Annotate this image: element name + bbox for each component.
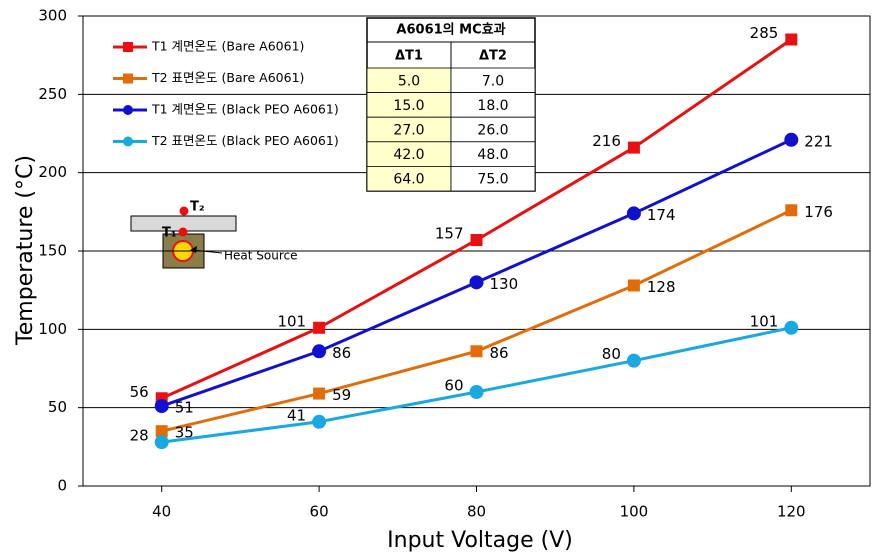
table-cell: 48.0 [477, 147, 508, 163]
data-label: 60 [444, 377, 463, 395]
data-point [627, 279, 640, 292]
table-cell-bg [450, 67, 536, 94]
x-axis-title: Input Voltage (V) [387, 528, 573, 553]
data-label: 41 [287, 406, 306, 424]
y-tick-label: 150 [38, 242, 67, 260]
data-point [785, 204, 798, 217]
data-point [626, 353, 641, 368]
data-label: 216 [592, 132, 621, 150]
heat-source-label: Heat Source [224, 249, 298, 263]
data-point [784, 132, 799, 147]
table-header: ΔT1 [395, 49, 423, 64]
table-cell: 42.0 [393, 147, 424, 163]
data-point [155, 425, 168, 438]
y-tick-label: 100 [38, 320, 67, 338]
legend-marker [123, 105, 133, 115]
legend-label: T2 표면온도 (Bare A6061) [151, 70, 304, 85]
legend-label: T1 계면온도 (Black PEO A6061) [151, 102, 339, 117]
table-cell-bg [450, 141, 536, 167]
data-point [313, 387, 326, 400]
table-cell-bg [366, 116, 452, 143]
data-point [313, 321, 326, 334]
t2-label: T₂ [190, 200, 205, 215]
table-cell-bg [450, 116, 536, 143]
table-title: A6061의 MC효과 [396, 22, 505, 38]
table-cell: 18.0 [477, 98, 508, 114]
table-cell: 75.0 [477, 172, 508, 188]
table-cell-bg [366, 141, 452, 167]
data-point [154, 435, 169, 450]
data-label: 101 [750, 312, 779, 330]
data-point [470, 234, 483, 247]
data-label: 128 [647, 278, 676, 296]
table-cell: 26.0 [477, 123, 508, 139]
y-tick-label: 50 [48, 398, 67, 416]
data-point [154, 399, 169, 414]
data-label: 285 [750, 24, 779, 42]
legend-marker [123, 136, 133, 147]
data-label: 157 [435, 225, 464, 243]
data-point [627, 141, 640, 154]
t1-label: T₁ [162, 226, 177, 241]
series-line [161, 326, 792, 444]
table-cell: 7.0 [482, 73, 504, 89]
x-tick-label: 40 [152, 503, 171, 521]
legend-marker [123, 42, 133, 52]
y-tick-label: 200 [38, 163, 67, 181]
x-tick-label: 100 [620, 503, 649, 521]
data-label: 51 [175, 399, 194, 417]
data-label: 221 [804, 132, 833, 150]
y-axis-title: Temperature (°C) [13, 155, 38, 346]
data-point [469, 385, 484, 399]
table-cell: 5.0 [398, 73, 420, 89]
data-label: 56 [130, 383, 149, 401]
legend-label: T1 계면온도 (Bare A6061) [151, 39, 304, 54]
t2-dot [179, 206, 189, 216]
table-cell: 27.0 [393, 123, 424, 139]
table-header: ΔT2 [479, 49, 507, 64]
legend-label: T2 표면온도 (Black PEO A6061) [151, 133, 339, 148]
y-tick-label: 250 [38, 85, 67, 103]
data-label: 28 [130, 427, 149, 445]
t1-dot [178, 227, 188, 237]
x-tick-label: 60 [310, 503, 329, 521]
data-label: 130 [490, 275, 519, 293]
table-cell-bg [450, 92, 536, 118]
inset-table: A6061의 MC효과 ΔT1 ΔT2 5.0 7.0 15.0 18.0 27.0 26.0 4… [366, 17, 536, 192]
data-label: 80 [602, 345, 621, 363]
data-point [312, 344, 327, 359]
data-point [470, 345, 483, 358]
legend-marker [123, 73, 133, 84]
x-tick-label: 80 [467, 503, 486, 521]
inset-diagram: T₂ T₁ Heat Source [130, 200, 298, 269]
table-cell: 64.0 [393, 172, 424, 188]
data-point [626, 206, 641, 221]
data-label: 86 [332, 344, 351, 362]
data-label: 101 [277, 312, 306, 330]
data-point [469, 275, 484, 290]
data-label: 59 [332, 386, 351, 404]
data-point [784, 320, 799, 335]
data-point [785, 33, 798, 46]
y-tick-label: 300 [38, 7, 67, 25]
data-label: 174 [647, 206, 676, 224]
data-label: 86 [490, 344, 509, 362]
x-tick-label: 120 [777, 503, 806, 521]
table-cell-bg [366, 92, 452, 118]
table-cell-bg [450, 165, 536, 192]
data-point [312, 414, 327, 429]
y-tick-label: 0 [57, 477, 67, 495]
table-cell-bg [366, 67, 452, 94]
table-cell: 15.0 [393, 98, 424, 114]
data-label: 176 [804, 203, 833, 221]
